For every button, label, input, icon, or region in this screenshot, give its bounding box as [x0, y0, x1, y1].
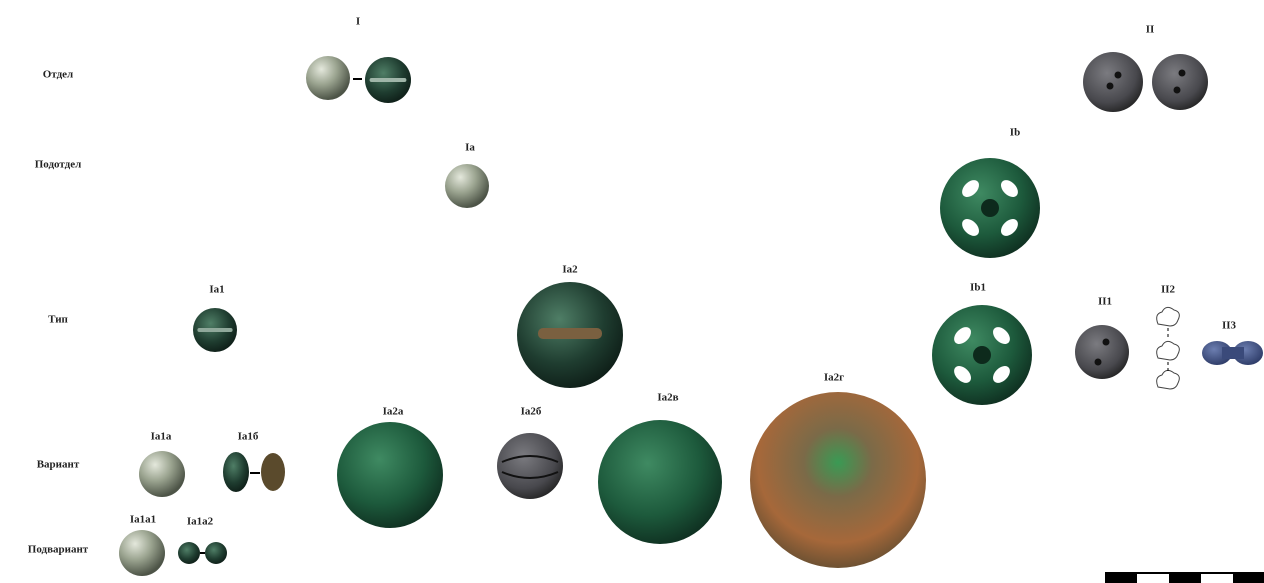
artifact-hole: [1178, 69, 1186, 77]
artifact: [1083, 52, 1143, 112]
artifact-hole: [962, 219, 979, 236]
node-label: Ib1: [970, 282, 986, 294]
node-label: Ia2a: [383, 406, 404, 418]
artifact: [598, 420, 722, 544]
artifact: [750, 392, 926, 568]
artifact: [306, 56, 350, 100]
node-label: Ia2б: [521, 406, 542, 418]
artifact-hub: [981, 199, 999, 217]
node-label: II: [1146, 24, 1155, 36]
node: Ia2a: [337, 406, 443, 528]
node: Ib: [940, 127, 1040, 258]
artifact-hole: [1173, 86, 1181, 94]
artifact-hole: [993, 366, 1010, 383]
artifact-hole: [1001, 219, 1018, 236]
node: Ia1a2: [178, 516, 227, 564]
node: Ia2в: [598, 392, 722, 544]
drawing: [1156, 306, 1180, 327]
node-label: II1: [1098, 296, 1112, 308]
row-label: Отдел: [43, 69, 73, 81]
artifact-hole: [954, 366, 971, 383]
artifact: [1222, 347, 1244, 359]
artifact-slit: [369, 78, 407, 82]
drawing: [1156, 340, 1180, 361]
node: II2: [1156, 284, 1180, 390]
node: Ia1б: [223, 431, 285, 492]
artifact: [119, 530, 165, 576]
artifact: [1075, 325, 1129, 379]
artifact: [205, 542, 227, 564]
artifact: [178, 542, 200, 564]
node: II3: [1202, 320, 1263, 365]
artifact: [497, 433, 563, 499]
node: Ib1: [932, 282, 1032, 405]
node-label: Ib: [1010, 127, 1020, 139]
row-label: Подотдел: [35, 159, 82, 171]
node: Ia1a: [139, 431, 185, 497]
node-label: Ia: [465, 142, 475, 154]
artifact: [139, 451, 185, 497]
row-label: Подвариант: [28, 544, 89, 556]
artifact-hole: [993, 327, 1010, 344]
artifact-ridge: [501, 455, 559, 479]
artifact-hole: [1001, 180, 1018, 197]
artifact-hub: [973, 346, 991, 364]
node: II: [1083, 24, 1208, 112]
artifact: [1152, 54, 1208, 110]
node-label: Ia1a2: [187, 516, 214, 528]
node-label: Ia1б: [238, 431, 259, 443]
artifact: [223, 452, 249, 492]
artifact: [261, 453, 285, 491]
artifact: [337, 422, 443, 528]
artifact-hole: [1094, 358, 1102, 366]
node-label: II3: [1222, 320, 1237, 332]
artifact-hole: [962, 180, 979, 197]
node: Ia1: [193, 284, 237, 352]
node-label: Ia2г: [824, 372, 844, 384]
node-label: I: [356, 16, 360, 28]
artifact-hole: [1102, 338, 1110, 346]
artifact-hole: [1106, 82, 1114, 90]
node-label: Ia2: [562, 264, 578, 276]
node: Ia2г: [750, 372, 926, 568]
node: Ia1a1: [119, 514, 165, 576]
drawing: [1156, 369, 1180, 390]
node-label: Ia1a1: [130, 514, 156, 526]
node-label: Ia1a: [151, 431, 172, 443]
node-label: Ia1: [209, 284, 224, 296]
node: I: [306, 16, 411, 103]
artifact-hole: [1114, 71, 1122, 79]
artifact-slit: [197, 328, 233, 332]
node-label: II2: [1161, 284, 1176, 296]
node: Ia2б: [497, 406, 563, 499]
artifact-shank: [538, 328, 602, 339]
row-label: Тип: [48, 314, 68, 326]
node-label: Ia2в: [657, 392, 678, 404]
artifact-hole: [954, 327, 971, 344]
node: Ia2: [517, 264, 623, 388]
node: Ia: [445, 142, 489, 208]
scale-bar: [1105, 572, 1264, 583]
node: II1: [1075, 296, 1129, 379]
artifact: [445, 164, 489, 208]
row-label: Вариант: [37, 459, 80, 471]
